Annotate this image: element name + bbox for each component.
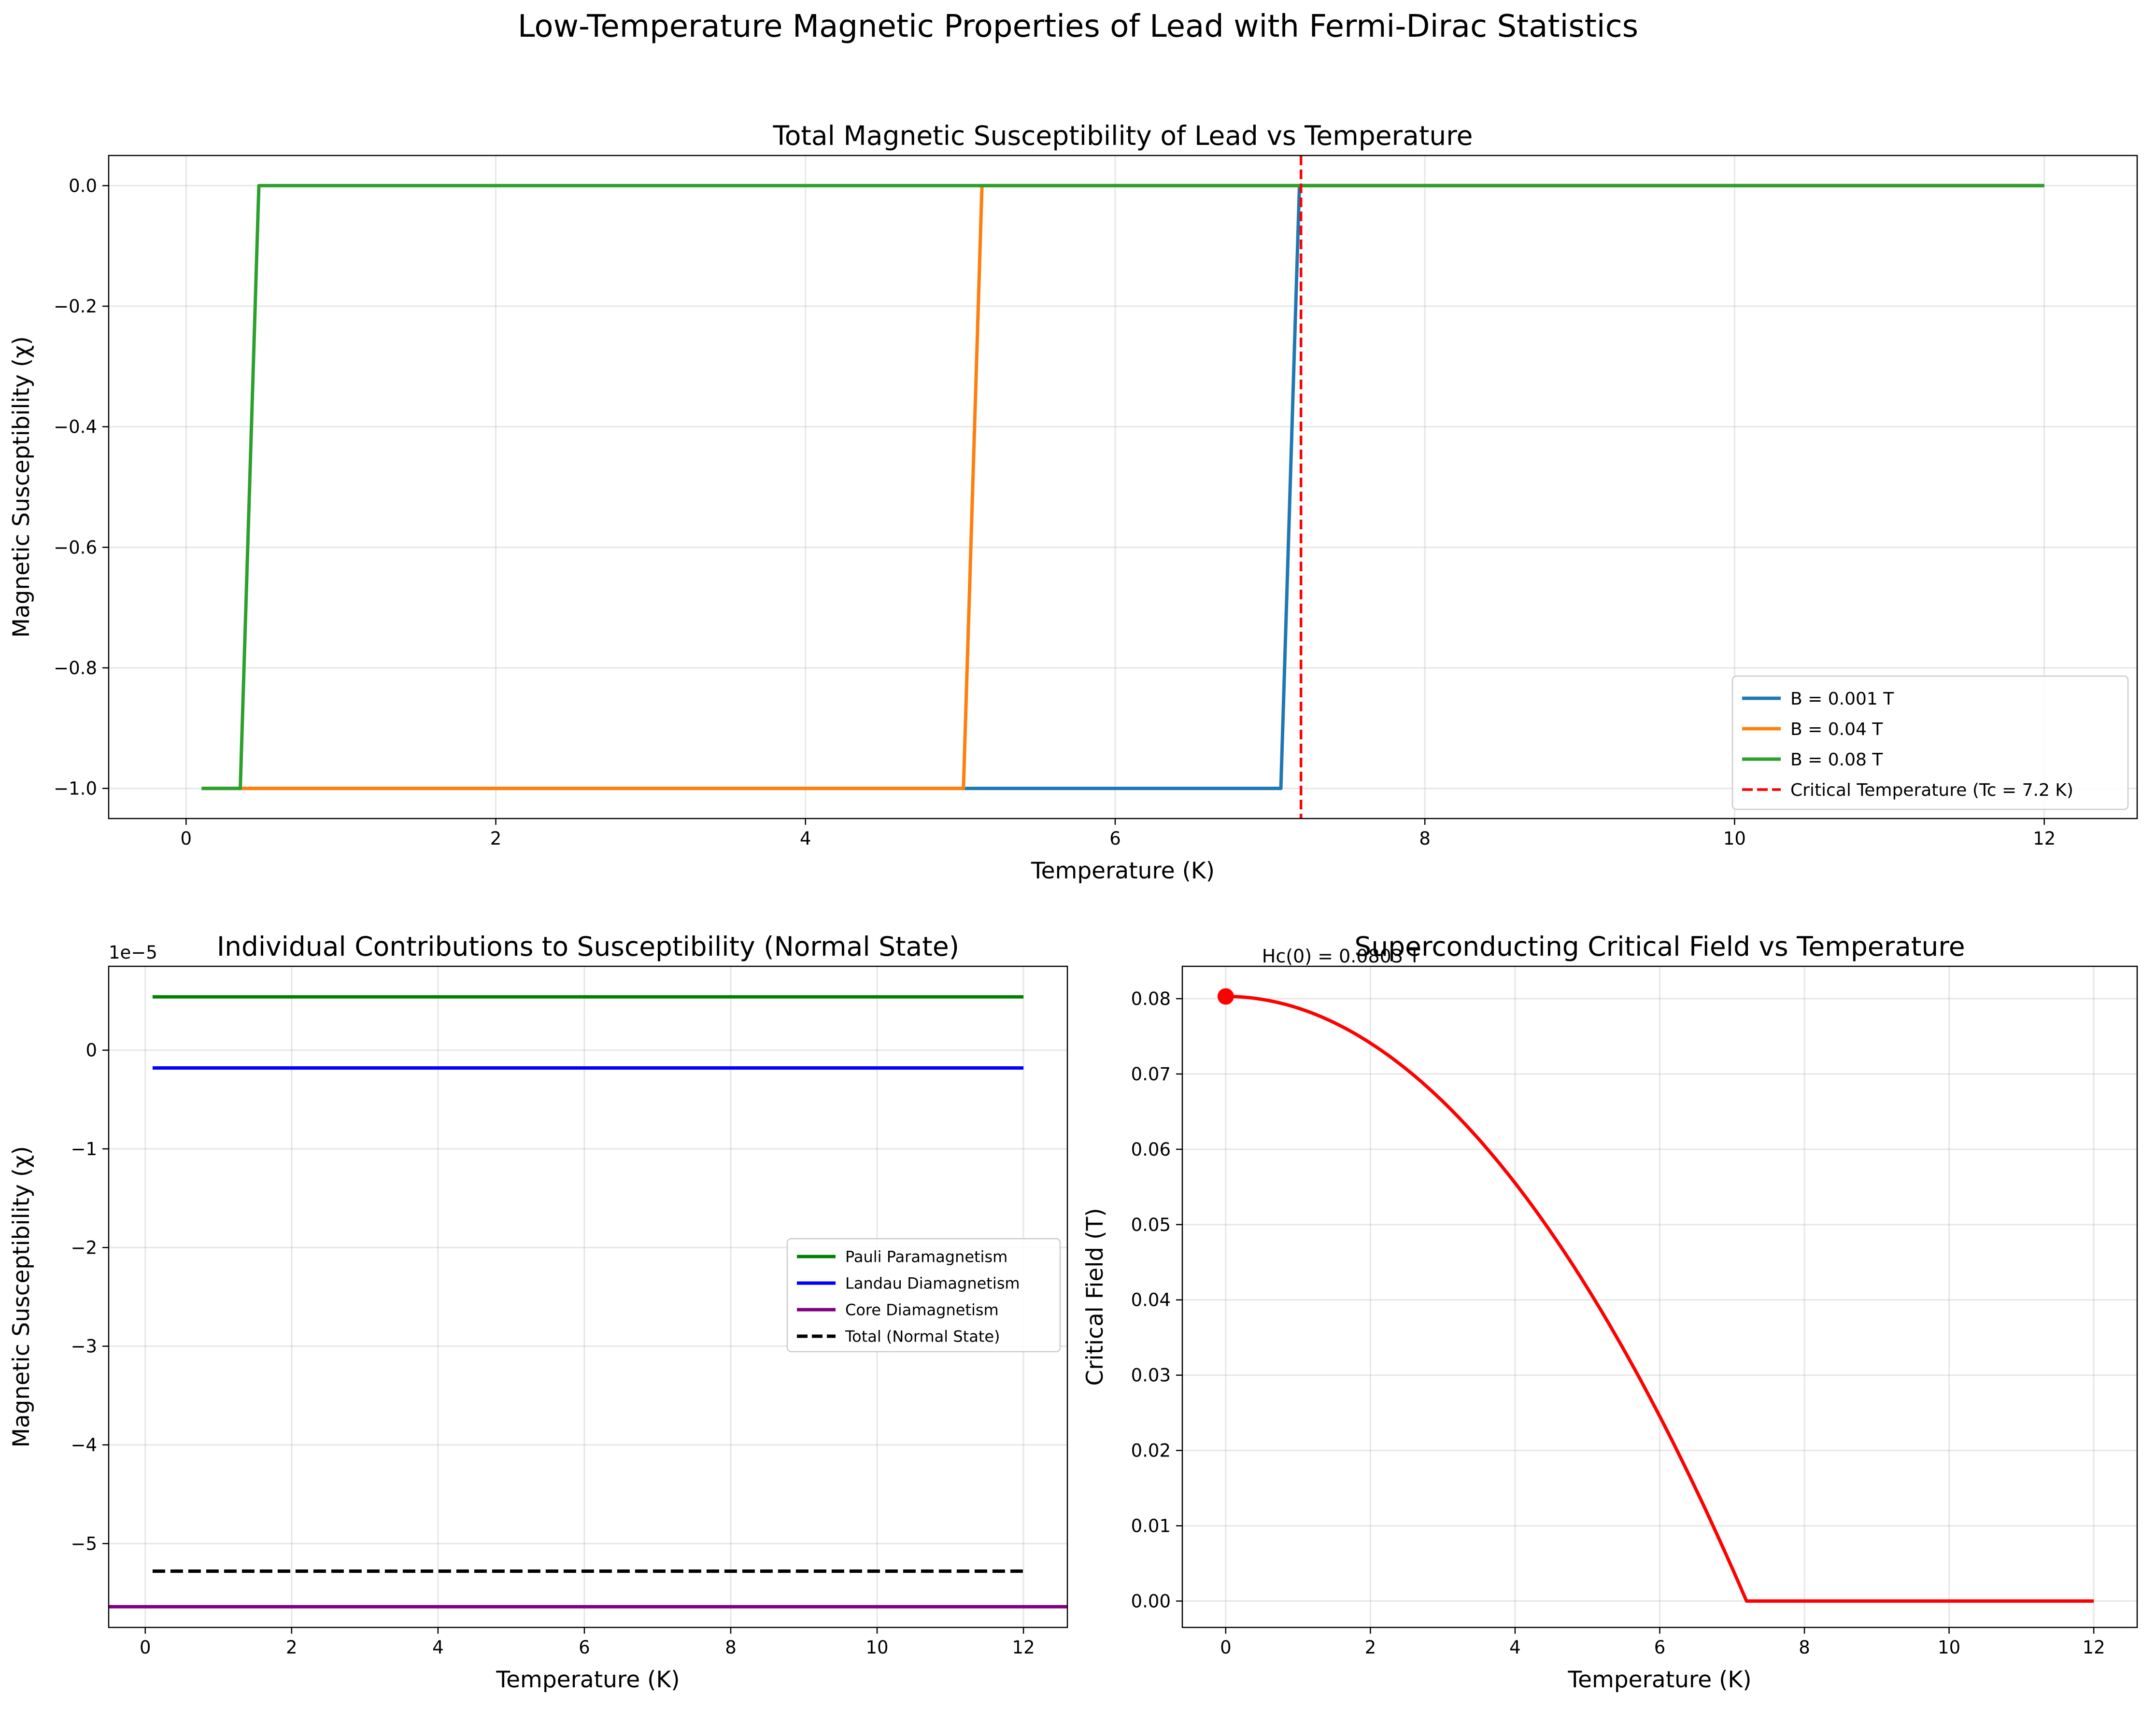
chart1-legend-label-0: B = 0.001 T: [1790, 689, 1894, 709]
chart2-ytick-label-5: −5: [71, 1533, 97, 1554]
chart1-panel: 0 2 4 6 8 10 12 0.0 −0.2 −0.4 −0.6 −0.8 −1.0 Temperat…: [8, 120, 2138, 884]
chart3-xtick-label-6: 12: [2083, 1637, 2105, 1658]
chart3-xtick-label-4: 8: [1799, 1637, 1810, 1658]
chart2-xtick-label-0: 0: [140, 1637, 151, 1658]
chart2-frame: [108, 965, 1068, 1628]
chart2-data: [109, 995, 1067, 1609]
chart2-xtick-label-3: 6: [579, 1637, 590, 1658]
chart1-series-2: [201, 184, 2044, 791]
chart3-ytick-label-4: 0.04: [1131, 1290, 1171, 1311]
chart2-offset-label: 1e−5: [109, 942, 157, 963]
chart3-marker: [1217, 988, 1234, 1005]
chart2-xtick-label-5: 10: [865, 1637, 888, 1658]
chart3-xtick-label-1: 2: [1365, 1637, 1376, 1658]
chart3-title: Superconducting Critical Field vs Temper…: [1354, 931, 1965, 962]
chart2-xtick-label-1: 2: [286, 1637, 298, 1658]
chart1-xtick-label-4: 8: [1419, 828, 1431, 849]
chart1-xtick-label-5: 10: [1723, 828, 1746, 849]
chart2-legend-box: [786, 1238, 1061, 1353]
chart1-ytick-label-5: −1.0: [54, 778, 97, 799]
chart3-grid: [1182, 966, 2137, 1627]
chart1-legend-label-3: Critical Temperature (Tc = 7.2 K): [1790, 780, 2073, 800]
chart1-title: Total Magnetic Susceptibility of Lead vs…: [772, 120, 1473, 151]
chart2-legend-label-2: Core Diamagnetism: [845, 1301, 999, 1319]
chart1-xlabel: Temperature (K): [1031, 858, 1215, 884]
chart1-ytick-label-3: −0.6: [54, 537, 97, 558]
chart1-legend-label-2: B = 0.08 T: [1790, 750, 1883, 770]
chart1-ylabel: Magnetic Susceptibility (χ): [8, 336, 35, 637]
chart2-legend: Pauli Paramagnetism Landau Diamagnetism Co…: [786, 1238, 1061, 1353]
chart3-xtick-label-5: 10: [1938, 1637, 1960, 1658]
chart3-ytick-label-0: 0.00: [1131, 1591, 1171, 1611]
chart2-xtick-label-6: 12: [1012, 1637, 1035, 1658]
chart1-legend-box: [1731, 675, 2129, 810]
figure-suptitle: Low-Temperature Magnetic Properties of L…: [517, 9, 1639, 44]
chart1-legend-label-1: B = 0.04 T: [1790, 720, 1883, 739]
chart2-panel: 0 2 4 6 8 10 12 0 −1 −2 −3 −4 −5 Temperature (K) Magne…: [8, 931, 1068, 1693]
chart3-xlabel: Temperature (K): [1567, 1667, 1751, 1693]
chart2-ytick-label-3: −3: [71, 1336, 97, 1357]
chart3-xtick-label-3: 6: [1654, 1637, 1666, 1658]
chart3-annotation: Hc(0) = 0.0803 T: [1262, 946, 1420, 967]
chart2-legend-label-0: Pauli Paramagnetism: [845, 1248, 1007, 1266]
chart1-legend: B = 0.001 T B = 0.04 T B = 0.08 T Critical …: [1731, 675, 2129, 810]
chart1-xtick-label-0: 0: [181, 828, 192, 849]
chart2-ytick-label-1: −1: [71, 1139, 97, 1159]
chart3-ytick-label-2: 0.02: [1131, 1441, 1171, 1461]
chart3-ytick-label-1: 0.01: [1131, 1516, 1171, 1537]
chart3-ytick-label-7: 0.07: [1131, 1064, 1171, 1085]
chart1-frame: [108, 155, 2138, 820]
chart3-panel: 0 2 4 6 8 10 12 0.00 0.01 0.02 0.03 0.04 0.05 0.06 0.0…: [1082, 931, 2138, 1693]
chart1-xtick-label-1: 2: [490, 828, 502, 849]
chart1-xtick-label-2: 4: [800, 828, 811, 849]
chart2-xtick-label-2: 4: [432, 1637, 444, 1658]
chart2-legend-label-3: Total (Normal State): [845, 1328, 1000, 1346]
chart1-data: [201, 155, 2044, 819]
chart3-ytick-label-3: 0.03: [1131, 1365, 1171, 1386]
chart3-xtick-label-0: 0: [1220, 1637, 1232, 1658]
chart1-ytick-label-1: −0.2: [54, 296, 97, 317]
chart3-ytick-label-6: 0.06: [1131, 1139, 1171, 1160]
chart1-ytick-label-2: −0.4: [54, 417, 97, 438]
chart2-ytick-label-4: −4: [71, 1435, 97, 1456]
chart3-data: [1225, 994, 2094, 1603]
chart1-xtick-label-3: 6: [1109, 828, 1121, 849]
chart1-ytick-label-0: 0.0: [69, 175, 97, 196]
chart3-ytick-label-8: 0.08: [1131, 989, 1171, 1009]
chart2-ylabel: Magnetic Susceptibility (χ): [8, 1146, 35, 1447]
chart3-ytick-label-5: 0.05: [1131, 1215, 1171, 1235]
chart2-ytick-label-2: −2: [71, 1237, 97, 1258]
chart2-xlabel: Temperature (K): [496, 1667, 680, 1693]
chart3-series-critical-field: [1225, 994, 2094, 1603]
chart3-xtick-label-2: 4: [1509, 1637, 1521, 1658]
chart2-xtick-label-4: 8: [725, 1637, 737, 1658]
chart3-ylabel: Critical Field (T): [1082, 1208, 1108, 1385]
chart2-legend-label-1: Landau Diamagnetism: [845, 1274, 1020, 1293]
chart1-ytick-label-4: −0.8: [54, 658, 97, 678]
chart2-ytick-label-0: 0: [85, 1040, 97, 1061]
chart1-xtick-label-6: 12: [2033, 828, 2056, 849]
chart2-grid: [109, 966, 1067, 1627]
chart2-title: Individual Contributions to Susceptibili…: [217, 931, 959, 962]
